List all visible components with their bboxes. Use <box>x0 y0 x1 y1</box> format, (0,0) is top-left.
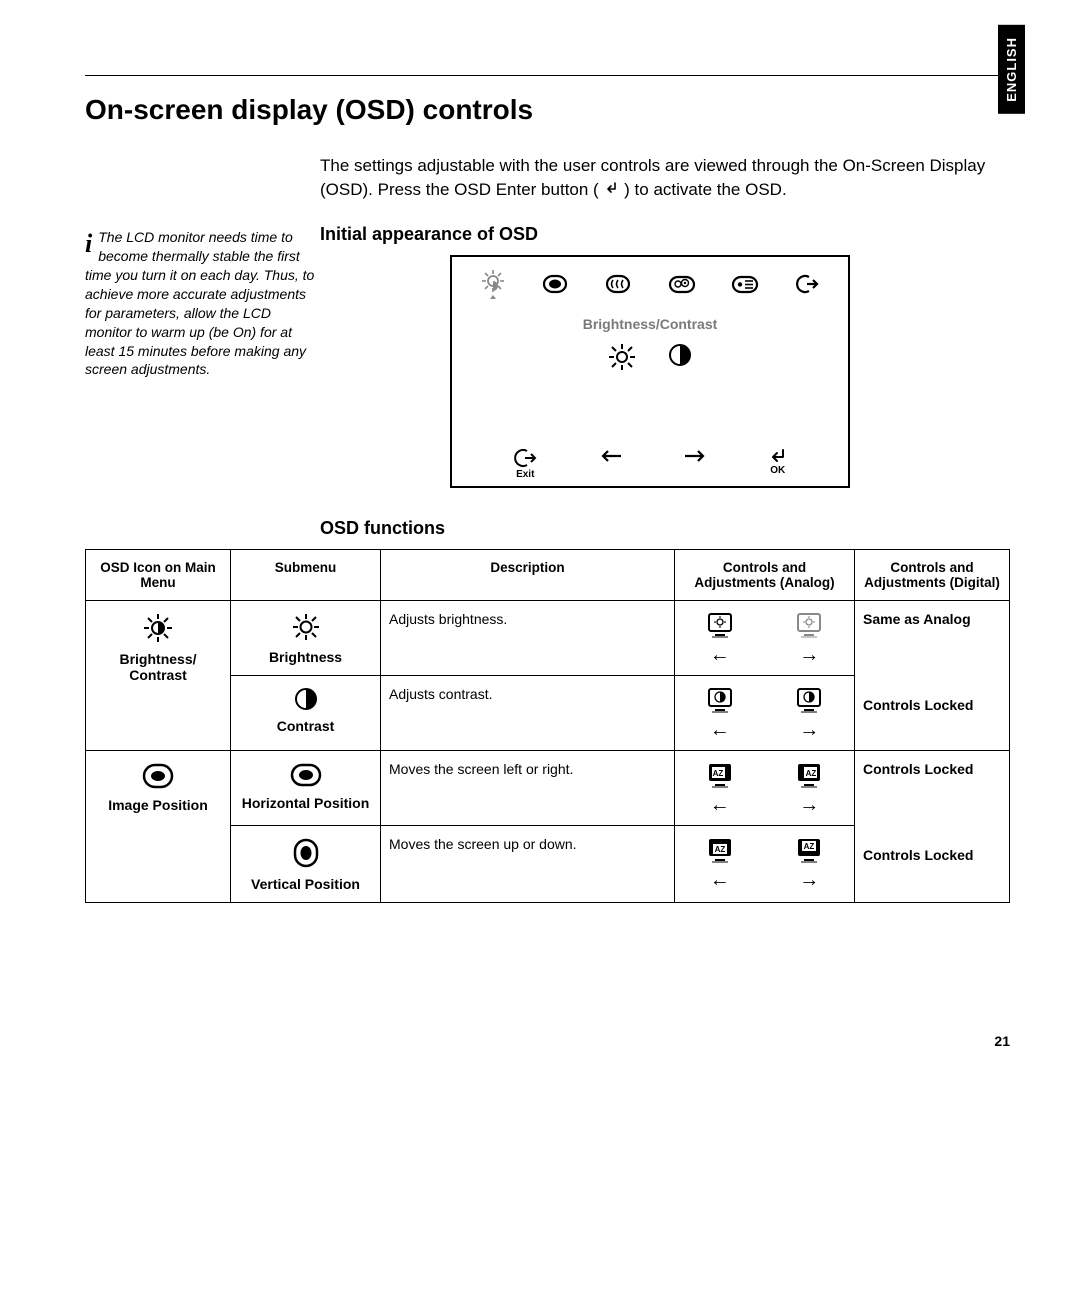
monitor-brightness-right-icon <box>794 611 824 639</box>
svg-text:AZ: AZ <box>806 769 817 778</box>
monitor-vpos-up-icon: AZ <box>794 836 824 864</box>
osd-label: Brightness/Contrast <box>452 316 848 332</box>
svg-text:AZ: AZ <box>804 842 815 851</box>
page-number: 21 <box>85 1033 1010 1049</box>
osd-exit-button: Exit <box>512 447 538 480</box>
col-head-desc: Description <box>381 550 675 601</box>
monitor-contrast-right-icon <box>794 686 824 714</box>
image-properties-icon <box>667 272 697 301</box>
vertical-position-icon <box>291 836 321 870</box>
monitor-hpos-right-icon: AZ <box>794 761 824 789</box>
brightness-contrast-icon <box>479 267 507 306</box>
heading-initial: Initial appearance of OSD <box>320 224 1010 245</box>
side-note: i The LCD monitor needs time to become t… <box>85 228 320 379</box>
desc-cell: Adjusts contrast. <box>381 676 675 751</box>
col-head-submenu: Submenu <box>231 550 381 601</box>
osd-window: Brightness/Contrast Exit <box>450 255 850 488</box>
osd-left-arrow <box>599 447 623 476</box>
osd-functions-table: OSD Icon on Main Menu Submenu Descriptio… <box>85 549 1010 903</box>
left-arrow-icon: ← <box>683 795 757 815</box>
contrast-icon <box>667 342 693 377</box>
svg-text:AZ: AZ <box>712 769 723 778</box>
image-position-icon <box>140 761 176 791</box>
right-arrow-icon: → <box>773 645 847 665</box>
left-arrow-icon: ← <box>683 645 757 665</box>
sub-label: Brightness <box>239 649 372 665</box>
right-arrow-icon: → <box>773 720 847 740</box>
left-arrow-icon: ← <box>683 870 757 890</box>
monitor-vpos-down-icon: AZ <box>705 836 735 864</box>
table-row: Image Position Horizontal Position Moves… <box>86 751 1010 826</box>
page-title: On-screen display (OSD) controls <box>85 94 1010 126</box>
exit-icon <box>793 272 821 301</box>
svg-text:AZ: AZ <box>714 845 725 854</box>
right-arrow-icon: → <box>773 795 847 815</box>
monitor-hpos-left-icon: AZ <box>705 761 735 789</box>
image-position-icon <box>540 272 570 301</box>
sub-label: Contrast <box>239 718 372 734</box>
monitor-brightness-left-icon <box>705 611 735 639</box>
desc-cell: Moves the screen left or right. <box>381 751 675 826</box>
contrast-icon <box>293 686 319 712</box>
intro-paragraph: The settings adjustable with the user co… <box>320 154 1010 202</box>
options-icon <box>730 272 760 301</box>
horizontal-position-icon <box>288 761 324 789</box>
desc-cell: Moves the screen up or down. <box>381 826 675 903</box>
brightness-icon <box>290 611 322 643</box>
top-rule <box>85 75 1010 76</box>
right-arrow-icon: → <box>773 870 847 890</box>
desc-cell: Adjusts brightness. <box>381 601 675 676</box>
image-setup-icon <box>603 272 633 301</box>
col-head-icon: OSD Icon on Main Menu <box>86 550 231 601</box>
main-label: Image Position <box>94 797 222 813</box>
language-tab: ENGLISH <box>998 25 1025 114</box>
col-head-analog: Controls and Adjustments (Analog) <box>675 550 855 601</box>
brightness-contrast-icon <box>141 611 175 645</box>
sub-label: Horizontal Position <box>239 795 372 811</box>
osd-right-arrow <box>683 447 707 476</box>
brightness-icon <box>607 342 637 377</box>
monitor-contrast-left-icon <box>705 686 735 714</box>
osd-ok-button: OK <box>768 447 788 476</box>
digital-cell: Controls Locked Controls Locked <box>855 751 1010 903</box>
table-row: Brightness/ Contrast Brightness Adjusts … <box>86 601 1010 676</box>
heading-functions: OSD functions <box>320 518 1010 539</box>
left-arrow-icon: ← <box>683 720 757 740</box>
digital-cell: Same as Analog Controls Locked <box>855 601 1010 751</box>
enter-icon <box>603 178 619 202</box>
info-icon: i <box>85 226 92 261</box>
col-head-digital: Controls and Adjustments (Digital) <box>855 550 1010 601</box>
sub-label: Vertical Position <box>239 876 372 892</box>
main-label: Brightness/ Contrast <box>94 651 222 683</box>
